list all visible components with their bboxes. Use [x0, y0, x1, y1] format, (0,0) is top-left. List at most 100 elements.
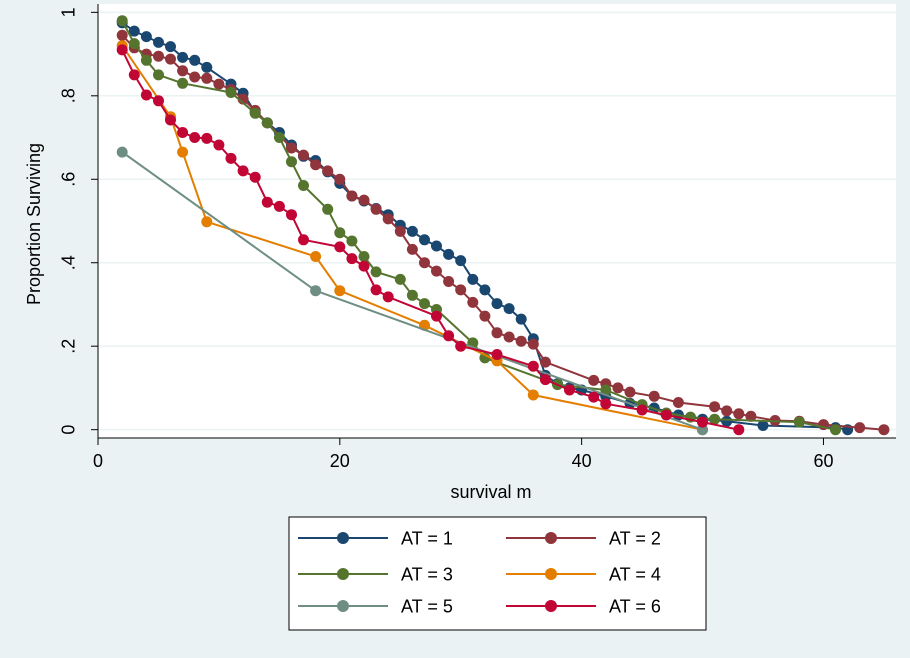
- data-point: [273, 132, 285, 143]
- legend-marker: [337, 568, 349, 580]
- data-point: [225, 152, 237, 164]
- data-point: [165, 41, 176, 53]
- data-point: [660, 409, 672, 421]
- x-tick-label: 0: [93, 451, 103, 471]
- data-point: [249, 107, 261, 119]
- data-point: [431, 265, 442, 277]
- data-point: [346, 235, 358, 247]
- tick-marks: 0 .2 .4 .6 .8 1 0 20 40 60: [58, 7, 833, 471]
- data-point: [443, 276, 455, 287]
- data-point: [298, 180, 309, 191]
- data-point: [298, 149, 309, 161]
- data-point: [612, 382, 624, 394]
- data-point: [261, 196, 273, 208]
- legend-entry: AT = 3: [298, 564, 453, 584]
- legend-entry: AT = 2: [506, 528, 661, 548]
- data-point: [455, 284, 467, 296]
- data-point: [358, 260, 370, 272]
- data-point: [140, 31, 152, 43]
- data-point: [286, 156, 297, 168]
- data-point: [419, 257, 430, 269]
- y-tick-label: 0: [58, 425, 78, 435]
- data-point: [406, 243, 418, 255]
- data-point: [116, 29, 128, 41]
- data-point: [189, 54, 201, 66]
- data-point: [189, 71, 201, 83]
- legend-entry: AT = 4: [506, 564, 661, 584]
- data-point: [467, 296, 479, 308]
- data-point: [334, 227, 346, 239]
- data-point: [455, 340, 467, 352]
- data-point: [479, 310, 491, 322]
- data-point: [177, 77, 189, 89]
- legend-label: AT = 5: [401, 596, 453, 616]
- x-tick-label: 60: [813, 451, 833, 471]
- data-point: [636, 404, 648, 416]
- data-point: [854, 422, 866, 434]
- data-point: [370, 284, 382, 296]
- data-point: [177, 146, 189, 158]
- data-point: [672, 397, 684, 408]
- data-point: [733, 424, 745, 436]
- data-point: [140, 54, 152, 66]
- data-point: [201, 61, 213, 73]
- data-point: [382, 291, 394, 303]
- data-point: [310, 159, 322, 171]
- data-point: [153, 95, 164, 107]
- data-point: [273, 200, 285, 212]
- data-point: [564, 384, 575, 396]
- y-tick-label: 1: [58, 7, 78, 17]
- y-tick-label: .4: [58, 255, 78, 270]
- data-point: [249, 171, 261, 183]
- data-point: [624, 386, 636, 398]
- y-axis-title: Proportion Surviving: [24, 143, 44, 305]
- series-3: [116, 15, 841, 436]
- data-point: [479, 284, 491, 296]
- data-point: [370, 266, 382, 278]
- legend-entry: AT = 5: [298, 596, 453, 616]
- legend-marker: [545, 600, 557, 612]
- data-point: [346, 190, 358, 202]
- data-point: [346, 253, 358, 265]
- data-point: [358, 194, 370, 206]
- data-point: [334, 241, 346, 253]
- data-point: [527, 389, 539, 401]
- data-point: [153, 50, 164, 62]
- y-tick-label: .8: [58, 88, 78, 103]
- data-point: [116, 15, 128, 27]
- data-point: [322, 165, 334, 177]
- data-point: [334, 173, 346, 185]
- data-point: [201, 72, 213, 84]
- legend-marker: [337, 600, 349, 612]
- data-point: [491, 327, 503, 339]
- data-point: [757, 420, 769, 431]
- data-point: [128, 38, 140, 50]
- data-point: [286, 142, 297, 154]
- data-point: [709, 401, 721, 413]
- data-point: [431, 240, 442, 252]
- data-point: [370, 203, 382, 215]
- data-point: [539, 356, 551, 368]
- series-line: [121, 45, 703, 431]
- data-point: [419, 234, 430, 246]
- data-point: [116, 146, 128, 158]
- data-point: [177, 65, 189, 77]
- data-point: [128, 25, 140, 37]
- data-point: [491, 349, 503, 360]
- data-point: [261, 117, 273, 129]
- data-point: [322, 203, 334, 215]
- data-point: [177, 51, 189, 63]
- y-tick-label: .2: [58, 339, 78, 354]
- data-point: [177, 127, 189, 138]
- gridlines: [99, 11, 896, 431]
- data-point: [213, 139, 225, 151]
- data-point: [527, 338, 539, 350]
- data-point: [600, 398, 612, 410]
- data-point: [745, 410, 757, 422]
- legend: AT = 1 AT = 2 AT = 3 AT = 4 AT = 5 AT = 6: [288, 516, 707, 631]
- data-point: [733, 408, 745, 420]
- legend-label: AT = 1: [401, 528, 453, 548]
- legend-marker: [545, 568, 557, 580]
- legend-label: AT = 6: [609, 596, 661, 616]
